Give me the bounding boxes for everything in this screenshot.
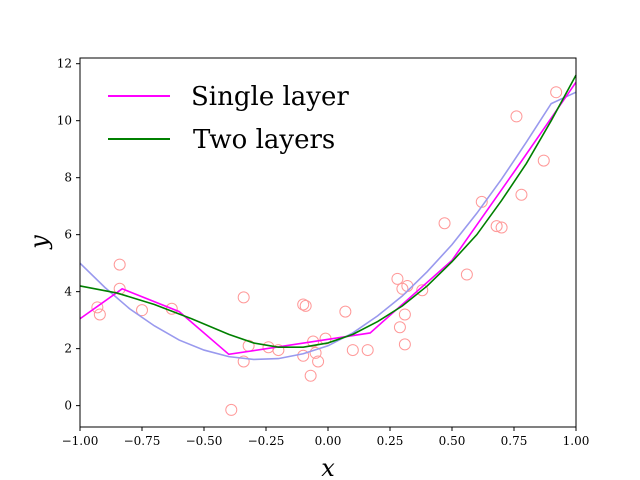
legend-label-single-layer: Single layer bbox=[191, 82, 349, 112]
y-axis: 0 2 4 6 8 10 12 bbox=[57, 57, 80, 413]
series-line-two-layers bbox=[79, 74, 577, 349]
scatter-point bbox=[537, 154, 550, 167]
scatter-point bbox=[225, 403, 238, 416]
x-tick-label: 0.75 bbox=[501, 434, 528, 448]
scatter-point bbox=[398, 308, 411, 321]
scatter-point bbox=[391, 272, 404, 285]
y-tick-label: 10 bbox=[57, 114, 72, 128]
x-tick-label: 0.50 bbox=[439, 434, 466, 448]
series-line-single-layer bbox=[79, 81, 577, 356]
y-tick-label: 0 bbox=[64, 399, 72, 413]
scatter-point bbox=[495, 221, 508, 234]
scatter-point bbox=[312, 355, 325, 368]
scatter-point bbox=[297, 349, 310, 362]
x-tick-label: 1.00 bbox=[563, 434, 590, 448]
x-tick-label: 0.00 bbox=[315, 434, 342, 448]
x-tick-label: 0.25 bbox=[377, 434, 404, 448]
y-axis-label: y bbox=[25, 235, 53, 250]
x-tick-label: −0.50 bbox=[186, 434, 223, 448]
scatter-point bbox=[460, 268, 473, 281]
scatter-point bbox=[490, 220, 503, 233]
scatter-point bbox=[113, 258, 126, 271]
y-tick-label: 4 bbox=[64, 285, 72, 299]
y-tick-label: 8 bbox=[64, 171, 72, 185]
scatter-point bbox=[309, 346, 322, 359]
x-tick-label: −0.75 bbox=[124, 434, 161, 448]
scatter-point bbox=[339, 305, 352, 318]
scatter-point bbox=[136, 304, 148, 317]
scatter-point bbox=[510, 110, 523, 123]
x-axis-label: x bbox=[321, 454, 335, 480]
y-tick-label: 2 bbox=[64, 342, 72, 356]
scatter-point bbox=[299, 299, 312, 312]
scatter-point bbox=[272, 344, 285, 357]
x-tick-label: −1.00 bbox=[62, 434, 99, 448]
scatter-point bbox=[93, 308, 106, 321]
legend-label-two-layers: Two layers bbox=[193, 125, 335, 155]
scatter-point bbox=[237, 355, 250, 368]
plot-frame bbox=[79, 57, 577, 428]
scatter-point bbox=[393, 321, 406, 334]
scatter-point bbox=[550, 86, 563, 99]
scatter-point bbox=[438, 217, 451, 230]
x-tick-label: −0.25 bbox=[248, 434, 285, 448]
scatter-point bbox=[237, 291, 250, 304]
x-axis: −1.00 −0.75 −0.50 −0.25 0.00 0.25 0.50 0.75 1.00 bbox=[62, 427, 590, 448]
series-layer bbox=[79, 74, 577, 361]
scatter-point bbox=[416, 284, 429, 297]
scatter-point bbox=[361, 344, 374, 357]
scatter-point bbox=[398, 338, 411, 351]
y-tick-label: 6 bbox=[64, 228, 72, 242]
scatter-point bbox=[297, 298, 310, 311]
y-tick-label: 12 bbox=[57, 57, 72, 71]
scatter-point bbox=[91, 301, 104, 314]
scatter-point bbox=[304, 369, 317, 382]
legend: Single layer Two layers bbox=[108, 82, 349, 155]
scatter-point bbox=[346, 344, 359, 357]
scatter-point bbox=[515, 188, 528, 201]
series-line-reference bbox=[79, 91, 577, 361]
